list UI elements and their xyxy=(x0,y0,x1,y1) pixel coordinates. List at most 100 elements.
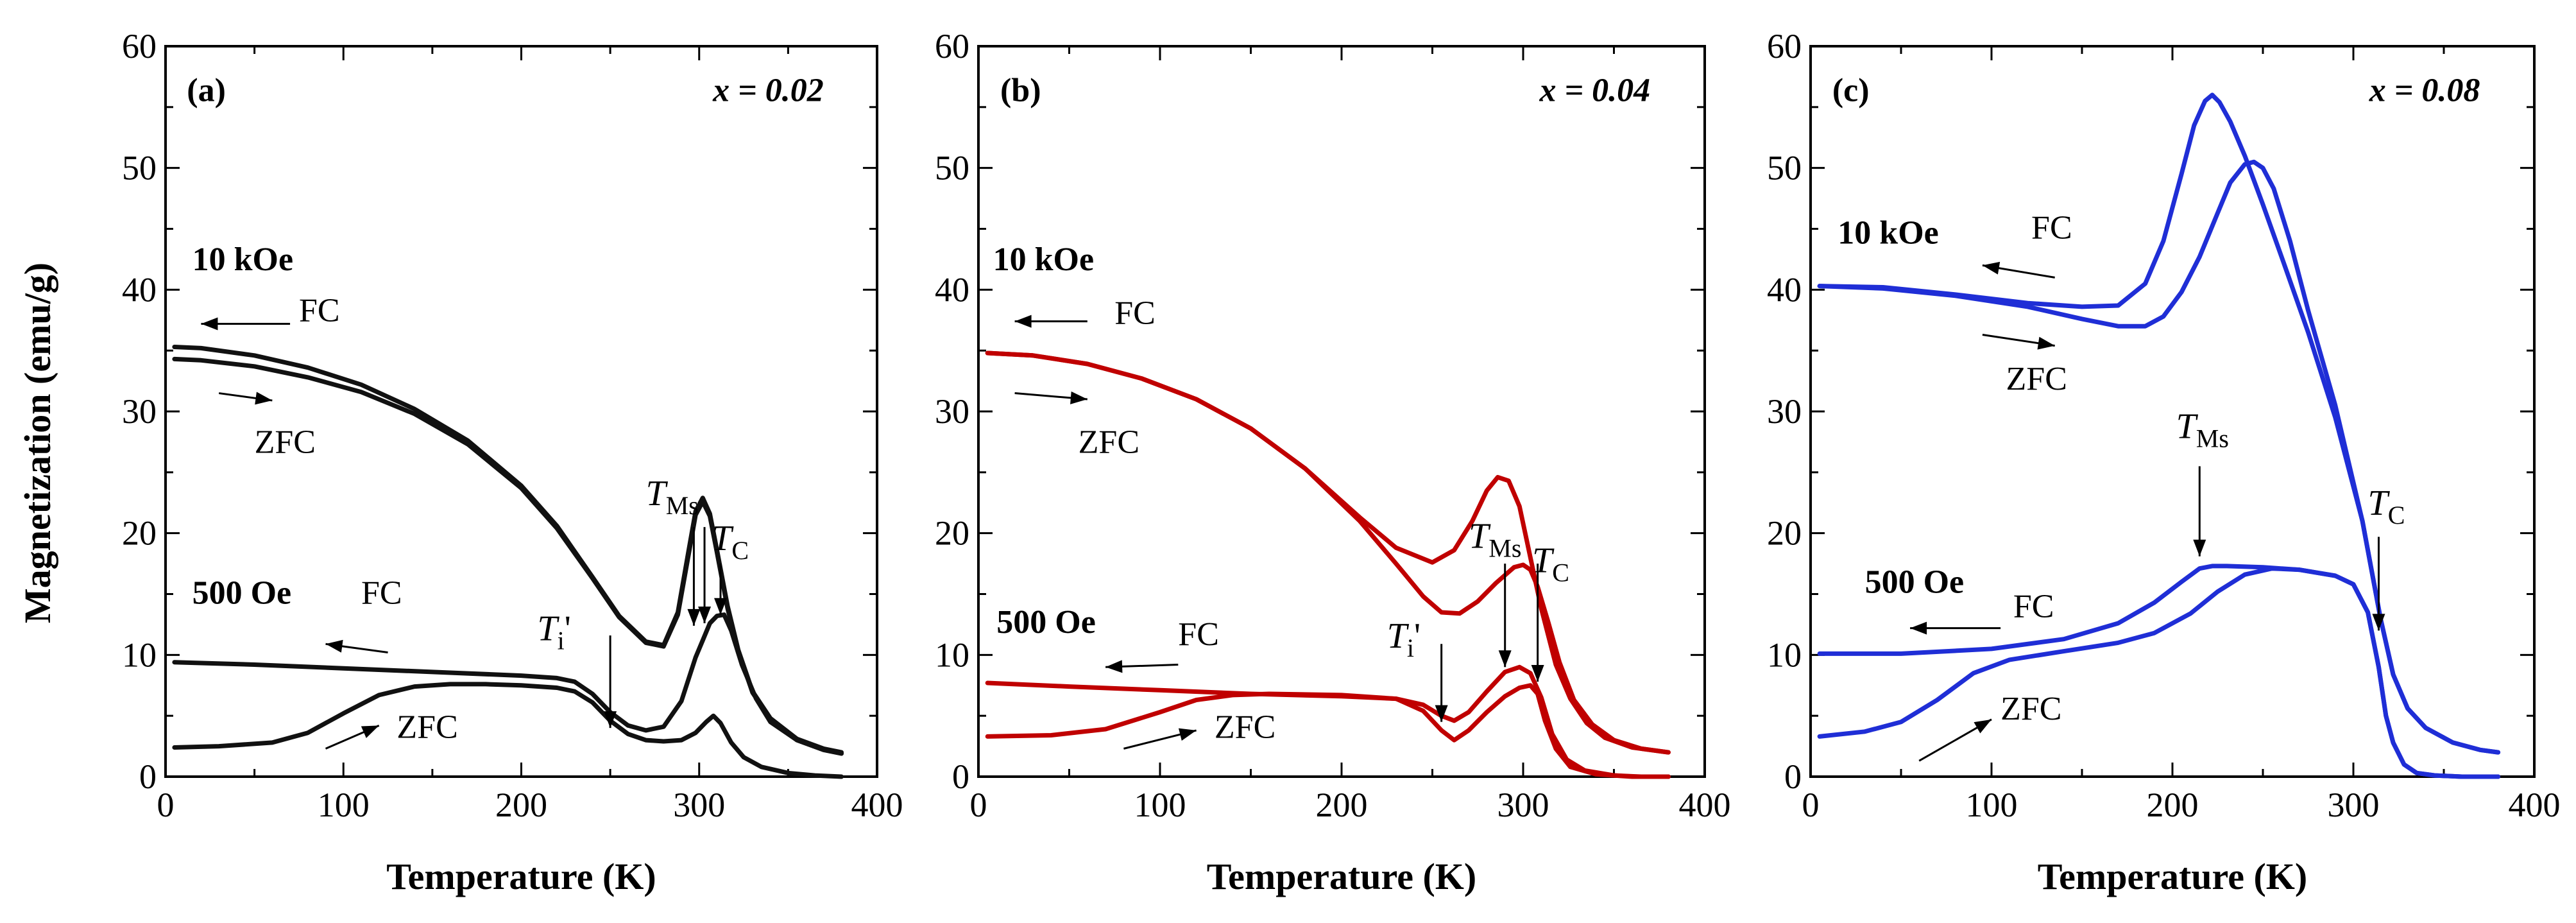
zfc-low-arrow-head xyxy=(1974,719,1992,734)
series-line-10-koe-zfc xyxy=(985,350,1671,755)
tms-label-symbol: T xyxy=(1469,516,1491,556)
y-tick-label: 40 xyxy=(122,270,157,309)
series-line-500-oe-fc xyxy=(172,612,844,756)
zfc-high-label: ZFC xyxy=(1079,424,1139,460)
chart-panel-c: 0 100 200 300 400 0 10 20 30 40 50 60 Temperature (K… xyxy=(1767,27,2561,897)
tc-arrow xyxy=(714,564,728,615)
tms-arrow-b1-head xyxy=(1498,650,1512,668)
field-low-label: 500 Oe xyxy=(192,575,292,612)
ti-arrow-head xyxy=(604,711,617,729)
composition-label: x = 0.04 xyxy=(1539,72,1650,108)
tms-label-subscript: Ms xyxy=(666,491,699,520)
tc-label: TC xyxy=(712,519,749,565)
tms-arrow-a1 xyxy=(687,527,701,626)
zfc-high-arrow xyxy=(218,392,273,405)
ti-arrow xyxy=(1435,644,1448,722)
tms-label: TMs xyxy=(646,474,699,520)
y-tick-label: 0 xyxy=(1784,757,1802,796)
zfc-low-arrow xyxy=(1918,718,1992,762)
y-tick-label: 60 xyxy=(935,27,969,65)
tc-label: TC xyxy=(1532,540,1569,587)
zfc-high-label: ZFC xyxy=(2006,361,2067,397)
plot-frame xyxy=(1809,45,2536,778)
tms-arrow-a2 xyxy=(698,527,712,624)
fc-high-arrow xyxy=(1014,315,1088,328)
fc-high-label: FC xyxy=(2031,210,2072,246)
zfc-high-arrow-head xyxy=(2037,336,2055,350)
tms-label-symbol: T xyxy=(2176,407,2199,447)
ti-label-symbol: T xyxy=(537,609,559,649)
fc-low-arrow xyxy=(325,639,388,654)
zfc-low-arrow-head xyxy=(361,725,379,738)
zfc-low-label: ZFC xyxy=(2000,691,2061,727)
x-tick-label: 0 xyxy=(1802,786,1820,824)
ti-label: Ti' xyxy=(1387,616,1420,662)
tc-label-symbol: T xyxy=(712,519,734,558)
field-high-label: 10 kOe xyxy=(993,241,1094,278)
y-tick-label: 10 xyxy=(935,635,969,674)
y-tick-label: 30 xyxy=(122,392,157,431)
x-tick-label: 0 xyxy=(157,786,175,824)
tms-arrow-b2-head xyxy=(1531,665,1544,682)
x-tick-label: 300 xyxy=(2328,786,2380,824)
zfc-low-arrow xyxy=(325,724,380,750)
fc-low-label: FC xyxy=(361,575,402,612)
x-tick-label: 100 xyxy=(1966,786,2018,824)
fc-high-label: FC xyxy=(299,293,340,329)
tc-arrow-head xyxy=(714,598,728,615)
series-line-10-koe-fc xyxy=(985,350,1671,755)
tc-label-symbol: T xyxy=(2368,483,2391,523)
panel-label: (c) xyxy=(1832,72,1870,108)
fc-low-label: FC xyxy=(2013,589,2054,625)
plot-frame xyxy=(977,45,1706,778)
y-tick-label: 0 xyxy=(952,757,969,796)
fc-low-arrow-head xyxy=(1105,660,1123,673)
chart-panel-b: 0 100 200 300 400 0 10 20 30 40 50 60 Temperature (K… xyxy=(935,27,1731,897)
zfc-low-arrow xyxy=(1123,728,1197,750)
zfc-low-arrow-head xyxy=(1178,728,1197,741)
ti-arrow-head xyxy=(1435,705,1448,722)
x-tick-label: 0 xyxy=(970,786,987,824)
y-tick-label: 50 xyxy=(1767,149,1802,187)
series-line-10-koe-zfc xyxy=(1817,159,2501,755)
tc-arrow xyxy=(2372,537,2385,631)
ti-label-prime: ' xyxy=(565,609,571,649)
composition-label: x = 0.08 xyxy=(2369,72,2480,108)
zfc-high-arrow-head xyxy=(1070,391,1088,404)
panel-label: (b) xyxy=(1000,72,1041,108)
ti-label: Ti' xyxy=(537,609,570,655)
y-tick-label: 20 xyxy=(122,514,157,553)
fc-high-arrow-head xyxy=(1014,315,1032,328)
y-tick-label: 60 xyxy=(1767,27,1802,65)
fc-high-arrow xyxy=(1982,261,2055,279)
zfc-high-arrow-head xyxy=(255,392,273,405)
y-tick-label: 40 xyxy=(935,270,969,309)
x-tick-label: 200 xyxy=(495,786,547,824)
x-tick-label: 300 xyxy=(1497,786,1549,824)
field-low-label: 500 Oe xyxy=(996,604,1096,641)
fc-high-arrow-head xyxy=(1982,261,2000,275)
y-tick-label: 50 xyxy=(935,149,969,187)
zfc-high-label: ZFC xyxy=(255,424,316,460)
tc-arrow-head xyxy=(2372,614,2385,631)
tc-label-subscript: C xyxy=(731,536,749,565)
ti-label-subscript: i xyxy=(1407,634,1414,662)
tc-label-symbol: T xyxy=(1532,540,1555,580)
x-axis-label: Temperature (K) xyxy=(386,856,656,897)
x-tick-label: 400 xyxy=(851,786,903,824)
x-tick-label: 200 xyxy=(1316,786,1368,824)
tc-label: TC xyxy=(2368,483,2405,530)
y-tick-label: 30 xyxy=(935,392,969,431)
fc-high-arrow xyxy=(201,317,291,331)
fc-low-label: FC xyxy=(1178,616,1219,653)
y-tick-label: 40 xyxy=(1767,270,1802,309)
tms-arrow-head xyxy=(2193,539,2206,556)
x-tick-label: 300 xyxy=(673,786,725,824)
tms-arrow xyxy=(2193,466,2206,556)
y-tick-label: 10 xyxy=(1767,635,1802,674)
y-tick-label: 0 xyxy=(139,757,157,796)
x-tick-label: 200 xyxy=(2147,786,2199,824)
zfc-low-label: ZFC xyxy=(1215,709,1275,745)
x-tick-label: 400 xyxy=(1679,786,1731,824)
